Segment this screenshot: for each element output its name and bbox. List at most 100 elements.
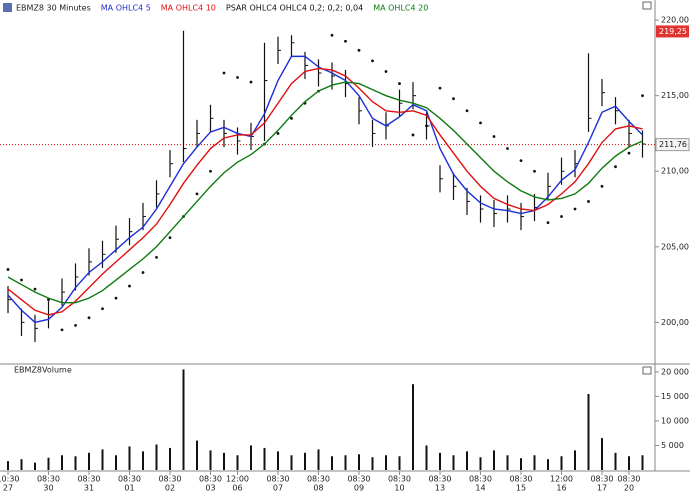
ma-line — [7, 55, 643, 324]
x-tick-label: 08:30 — [266, 475, 289, 484]
ma-line — [7, 81, 643, 304]
day-label: 14 — [475, 484, 485, 491]
psar-dot — [627, 151, 631, 155]
x-tick-label: 08:30 — [428, 475, 451, 484]
x-tick-label: 08:30 — [307, 475, 330, 484]
psar-dot — [452, 97, 455, 101]
volume-bar — [317, 449, 320, 470]
psar-dot — [614, 165, 617, 169]
volume-bar — [425, 445, 428, 470]
x-tick-label: 08:30 — [469, 475, 492, 484]
volume-bar — [142, 451, 144, 470]
volume-bar — [506, 455, 509, 470]
day-label: 15 — [516, 484, 526, 491]
volume-bar — [155, 444, 158, 470]
psar-dot — [344, 39, 347, 43]
volume-bar — [439, 452, 441, 470]
x-tick-label: 08:30 — [590, 475, 613, 484]
day-label: 16 — [556, 484, 566, 491]
volume-bar — [34, 462, 36, 470]
day-label: 31 — [84, 484, 94, 491]
volume-bar — [250, 445, 252, 470]
volume-bar — [479, 457, 482, 470]
psar-dot — [438, 86, 442, 90]
volume-bar — [331, 456, 333, 470]
x-tick-label: 10:30 — [0, 475, 20, 484]
volume-bar — [277, 451, 279, 470]
psar-dot — [492, 135, 496, 138]
volume-bar — [304, 452, 306, 470]
legend-entry: EBMZ8 30 Minutes — [16, 4, 91, 13]
psar-dot — [573, 207, 577, 211]
x-tick-label: 08:30 — [617, 475, 640, 484]
y-tick-label: 220,00 — [661, 16, 689, 25]
panel-button[interactable] — [642, 366, 652, 375]
psar-dot — [74, 323, 77, 327]
volume-bar — [115, 455, 117, 470]
panel-button[interactable] — [642, 1, 652, 10]
volume-bar — [371, 457, 374, 470]
psar-dot — [236, 76, 239, 79]
psar-dot — [398, 82, 401, 85]
psar-dot — [533, 169, 536, 173]
psar-dot — [384, 70, 388, 73]
psar-dot — [371, 59, 374, 63]
x-tick-label: 12:00 — [226, 475, 249, 484]
psar-dot — [128, 284, 131, 288]
volume-bar — [574, 450, 576, 470]
psar-dot — [195, 192, 199, 196]
psar-dot — [290, 116, 293, 120]
volume-bar — [263, 447, 266, 470]
volume-bar — [466, 451, 468, 470]
day-label: 10 — [394, 484, 404, 491]
day-label: 27 — [3, 484, 13, 491]
psar-dot — [168, 236, 172, 240]
last-price-tag — [655, 138, 690, 152]
volume-bar — [20, 459, 23, 470]
psar-dot — [60, 328, 64, 332]
day-label: 07 — [273, 484, 283, 491]
x-tick-label: 08:30 — [37, 475, 60, 484]
volume-bar — [74, 456, 77, 470]
psar-dot — [101, 307, 104, 311]
day-label: 30 — [43, 484, 53, 491]
volume-bar — [628, 456, 630, 470]
y-tick-label: 5 000 — [661, 441, 684, 450]
x-tick-label: 08:30 — [158, 475, 181, 484]
x-tick-label: 08:30 — [77, 475, 100, 484]
volume-title: EBMZ8Volume — [14, 366, 72, 375]
high-tag — [656, 25, 689, 38]
psar-dot — [519, 159, 523, 163]
psar-dot — [222, 71, 226, 75]
volume-bar — [290, 455, 293, 470]
volume-bar — [547, 459, 549, 470]
y-tick-label: 215,00 — [661, 91, 689, 100]
day-label: 13 — [435, 484, 445, 491]
day-label: 08 — [313, 484, 323, 491]
day-label: 01 — [124, 484, 134, 491]
legend-entry: MA OHLC4 20 — [373, 4, 428, 13]
volume-bar — [601, 438, 603, 470]
psar-dot — [249, 80, 253, 84]
volume-bar — [452, 455, 455, 470]
psar-dot — [506, 147, 509, 150]
psar-dot — [357, 48, 361, 52]
volume-bar — [385, 455, 387, 470]
psar-dot — [465, 109, 469, 113]
psar-dot — [600, 184, 604, 188]
volume-bar — [587, 393, 590, 470]
y-tick-label: 20 000 — [661, 367, 689, 376]
psar-dot — [209, 169, 212, 173]
volume-bar — [182, 369, 185, 470]
day-label: 06 — [232, 484, 242, 491]
volume-bar — [520, 458, 522, 470]
psar-dot — [141, 271, 145, 274]
y-tick-label: 10 000 — [661, 416, 689, 425]
ma-line — [7, 67, 643, 316]
psar-dot — [587, 200, 590, 203]
psar-dot — [87, 316, 91, 320]
volume-bar — [398, 456, 401, 470]
volume-bar — [236, 455, 239, 470]
volume-bar — [88, 452, 90, 470]
